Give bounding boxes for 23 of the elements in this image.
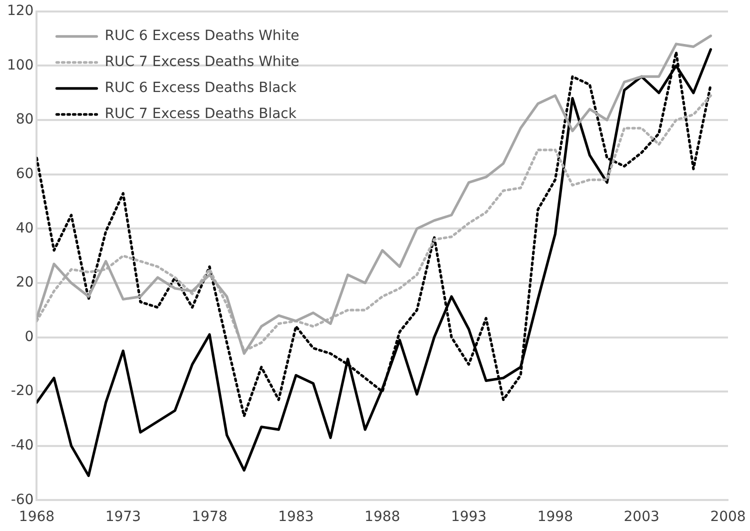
- y-tick-label: 60: [16, 166, 34, 182]
- y-tick-label: 0: [24, 328, 34, 345]
- y-tick-label: -60: [10, 492, 34, 508]
- x-tick-label: 1998: [537, 509, 573, 526]
- y-tick-label: 20: [16, 274, 34, 291]
- x-tick-label: 1968: [18, 509, 55, 526]
- legend-label: RUC 7 Excess Deaths White: [104, 54, 300, 70]
- x-tick-label: 1988: [364, 509, 400, 526]
- y-tick-label: 40: [16, 220, 34, 236]
- legend-label: RUC 7 Excess Deaths Black: [104, 106, 298, 122]
- x-tick-label: 1983: [278, 509, 314, 526]
- x-tick-label: 2003: [624, 509, 660, 526]
- y-tick-label: 80: [16, 112, 34, 128]
- x-tick-label: 1993: [450, 509, 487, 526]
- legend-label: RUC 6 Excess Deaths Black: [104, 80, 298, 96]
- y-tick-label: 100: [6, 57, 34, 74]
- x-tick-label: 1978: [192, 509, 228, 526]
- x-tick-label: 2008: [710, 509, 746, 526]
- legend-label: RUC 6 Excess Deaths White: [104, 28, 300, 44]
- y-tick-label: -20: [10, 383, 34, 400]
- x-tick-label: 1973: [105, 509, 141, 526]
- y-tick-label: -40: [10, 438, 34, 454]
- y-tick-label: 120: [6, 3, 34, 20]
